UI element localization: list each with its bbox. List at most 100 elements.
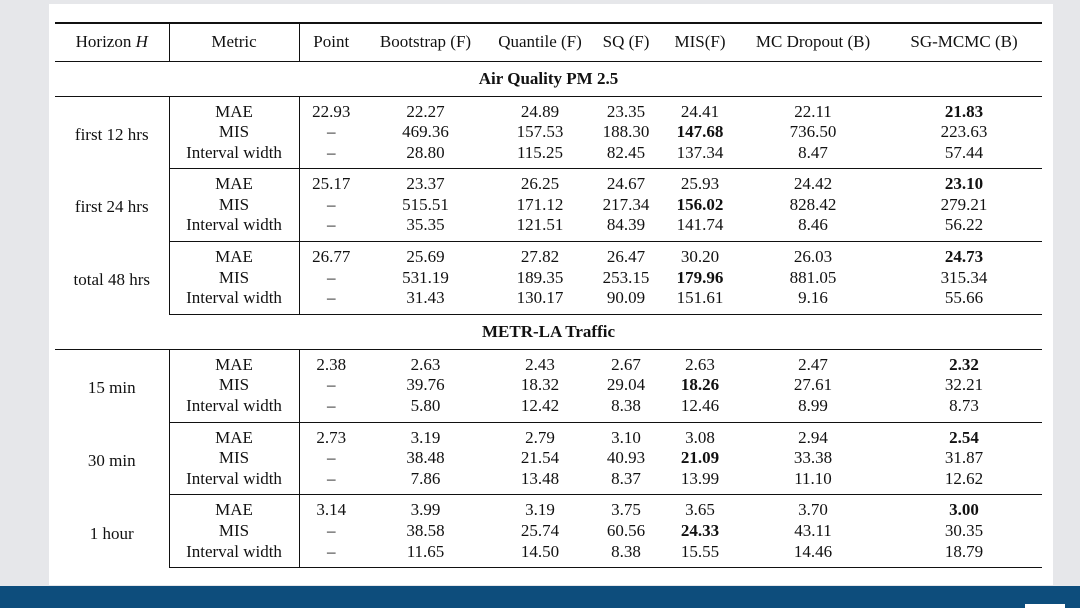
metric-cell: Interval width — [169, 396, 300, 423]
value-cell: 21.54 — [520, 448, 560, 468]
header-mc-dropout: MC Dropout (B) — [740, 22, 886, 62]
value-cell: 3.00 — [949, 500, 979, 520]
value-cell: 23.10 — [944, 174, 984, 194]
value-cell: 7.86 — [363, 468, 488, 496]
table-row: MIS – 39.76 18.32 29.04 18.26 27.61 32.21 — [55, 375, 1042, 397]
value-cell: 27.82 — [520, 247, 560, 267]
table-row: Interval width –11.65 14.50 8.38 15.55 14.46 1… — [55, 541, 1042, 569]
table-row: Interval width –31.43 130.17 90.09 151.61 9.1… — [55, 288, 1042, 315]
value-cell: 12.46 — [660, 396, 740, 423]
value-cell: 8.73 — [886, 396, 1042, 423]
value-cell: 82.45 — [592, 142, 660, 170]
metric-cell: MAE — [169, 96, 300, 123]
value-cell: 13.48 — [488, 468, 592, 496]
value-cell: 55.66 — [886, 288, 1042, 315]
metric-cell: Interval width — [169, 142, 300, 170]
value-cell: 23.37 — [406, 174, 445, 194]
value-cell: 881.05 — [789, 267, 837, 287]
value-cell: 23.35 — [606, 101, 646, 121]
value-cell: 3.08 — [685, 427, 715, 447]
value-cell: 25.93 — [680, 174, 720, 194]
table-row: MIS – 469.36 157.53 188.30 147.68 736.50 223.63 — [55, 122, 1042, 143]
value-cell: 188.30 — [602, 122, 650, 142]
table-row: MIS – 515.51 171.12 217.34 156.02 828.42 279.21 — [55, 194, 1042, 216]
value-cell: 279.21 — [940, 194, 988, 214]
value-cell: 15.55 — [660, 541, 740, 569]
value-cell: 3.19 — [410, 427, 441, 447]
metric-cell: MAE — [169, 422, 300, 449]
value-cell: 22.93 — [312, 101, 351, 121]
value-cell: 137.34 — [660, 142, 740, 170]
value-cell: 2.73 — [316, 427, 347, 447]
header-horizon: Horizon H — [55, 22, 170, 62]
table-row: 15 min MAE 2.38 2.63 2.43 2.67 2.63 2.47 2.32 — [55, 349, 1042, 423]
header-sg-mcmc: SG-MCMC (B) — [886, 22, 1042, 62]
value-cell: 2.94 — [798, 427, 828, 447]
value-cell: 33.38 — [793, 448, 833, 468]
value-cell: 21.83 — [944, 101, 984, 121]
horizon-cell: 15 min — [55, 349, 170, 423]
value-cell: 2.38 — [316, 354, 347, 374]
value-cell: 25.17 — [312, 174, 351, 194]
metric-cell: MAE — [169, 241, 300, 268]
metric-cell: MIS — [169, 448, 300, 469]
value-cell: 157.53 — [516, 122, 564, 142]
value-cell: 30.35 — [944, 521, 984, 540]
horizon-cell: 30 min — [55, 422, 170, 495]
value-cell: 469.36 — [402, 122, 449, 142]
value-cell: 11.65 — [363, 541, 488, 569]
value-cell: – — [299, 288, 363, 315]
header-mis: MIS(F) — [660, 22, 740, 62]
metric-cell: MIS — [169, 521, 300, 542]
value-cell: 5.80 — [363, 396, 488, 423]
table-row: 30 min MAE 2.73 3.19 2.79 3.10 3.08 2.94 2.54 — [55, 422, 1042, 495]
horizon-cell: first 12 hrs — [55, 96, 170, 169]
value-cell: 31.43 — [363, 288, 488, 315]
section-header-row: METR-LA Traffic — [55, 314, 1042, 350]
header-row: Horizon H Metric Point Bootstrap (F) Qua… — [55, 22, 1042, 62]
metric-cell: Interval width — [169, 541, 300, 569]
metric-cell: MAE — [169, 494, 300, 521]
value-cell: 3.65 — [685, 500, 715, 520]
header-bootstrap: Bootstrap (F) — [363, 22, 488, 62]
value-cell: 189.35 — [516, 267, 564, 287]
metric-cell: MAE — [169, 168, 300, 195]
value-cell: 315.34 — [940, 267, 988, 287]
value-cell: 8.46 — [740, 215, 886, 243]
table-row: first 24 hrs MAE 25.17 23.37 26.25 24.67 25.93… — [55, 168, 1042, 242]
value-cell: 3.75 — [611, 500, 641, 520]
results-table: Horizon H Metric Point Bootstrap (F) Qua… — [55, 22, 1042, 569]
value-cell: 115.25 — [488, 142, 592, 170]
value-cell: 27.61 — [793, 375, 833, 395]
metric-cell: MIS — [169, 122, 300, 143]
value-cell: 3.14 — [316, 500, 347, 520]
value-cell: 26.25 — [520, 174, 560, 194]
value-cell: – — [327, 521, 336, 540]
value-cell: 14.50 — [488, 541, 592, 569]
value-cell: 57.44 — [886, 142, 1042, 170]
table-row: MIS – 38.48 21.54 40.93 21.09 33.38 31.87 — [55, 448, 1042, 469]
value-cell: 151.61 — [660, 288, 740, 315]
value-cell: 3.10 — [611, 427, 641, 447]
value-cell: – — [327, 122, 336, 142]
metric-cell: MIS — [169, 267, 300, 289]
value-cell: 121.51 — [488, 215, 592, 243]
value-cell: 18.32 — [520, 375, 560, 395]
value-cell: 515.51 — [402, 194, 449, 214]
value-cell: 11.10 — [740, 468, 886, 496]
value-cell: 147.68 — [676, 122, 724, 142]
value-cell: 2.47 — [798, 354, 828, 374]
metric-cell: MIS — [169, 194, 300, 216]
header-quantile: Quantile (F) — [488, 22, 592, 62]
value-cell: 35.35 — [363, 215, 488, 243]
value-cell: 24.41 — [680, 101, 720, 121]
value-cell: 30.20 — [680, 247, 720, 267]
metric-cell: Interval width — [169, 215, 300, 243]
header-metric: Metric — [169, 22, 300, 62]
table-row: Interval width –35.35 121.51 84.39 141.74 8.4… — [55, 215, 1042, 243]
value-cell: 179.96 — [676, 267, 724, 287]
value-cell: 39.76 — [406, 375, 445, 395]
value-cell: 8.38 — [592, 396, 660, 423]
value-cell: 60.56 — [606, 521, 646, 540]
value-cell: 3.99 — [410, 500, 441, 520]
